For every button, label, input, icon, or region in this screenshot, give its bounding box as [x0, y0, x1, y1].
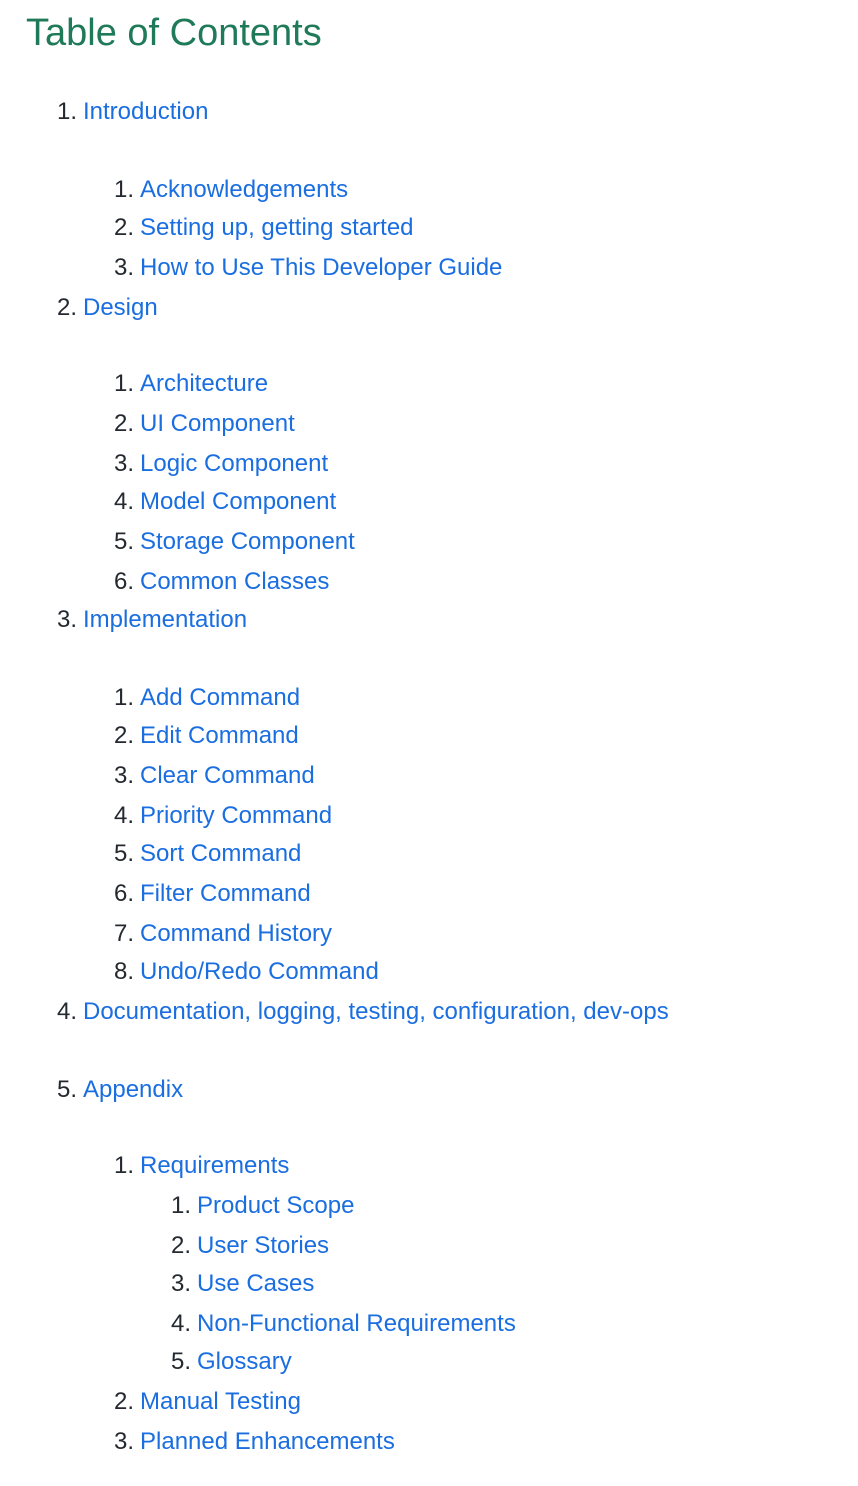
- toc-item-number: 5.: [113, 840, 134, 867]
- toc-item-number: 2.: [113, 214, 134, 241]
- toc-item-number: 4.: [56, 998, 77, 1025]
- toc-item-link[interactable]: Command History: [140, 920, 333, 947]
- toc-item-number: 1.: [56, 98, 77, 125]
- toc-item-link[interactable]: Setting up, getting started: [140, 214, 414, 241]
- toc-item-number: 3.: [113, 762, 134, 789]
- toc-item-link[interactable]: Product Scope: [197, 1192, 355, 1219]
- toc-item-link[interactable]: Glossary: [197, 1348, 292, 1375]
- toc-item-link[interactable]: Storage Component: [140, 528, 355, 555]
- toc-item-number: 7.: [113, 920, 134, 947]
- toc-item-number: 3.: [170, 1270, 191, 1297]
- toc-item-link[interactable]: Sort Command: [140, 840, 302, 867]
- toc-item-link[interactable]: Implementation: [83, 606, 248, 633]
- toc-item-link[interactable]: Logic Component: [140, 450, 329, 477]
- toc-item-number: 4.: [170, 1310, 191, 1337]
- toc-item-number: 5.: [56, 1076, 77, 1103]
- toc-item-link[interactable]: Planned Enhancements: [140, 1428, 395, 1455]
- toc-item-number: 1.: [170, 1192, 191, 1219]
- toc-item-link[interactable]: Filter Command: [140, 880, 311, 907]
- toc-item-link[interactable]: Documentation, logging, testing, configu…: [83, 998, 669, 1025]
- toc-item-link[interactable]: UI Component: [140, 410, 295, 437]
- toc-item-link[interactable]: How to Use This Developer Guide: [140, 254, 503, 281]
- toc-item-link[interactable]: Model Component: [140, 488, 337, 515]
- toc-item-link[interactable]: Non-Functional Requirements: [197, 1310, 516, 1337]
- toc-item-number: 6.: [113, 568, 134, 595]
- toc-item-number: 6.: [113, 880, 134, 907]
- toc-item-link[interactable]: Acknowledgements: [140, 176, 349, 203]
- toc-item-number: 1.: [113, 684, 134, 711]
- toc-item-number: 8.: [113, 958, 134, 985]
- toc-item-link[interactable]: Add Command: [140, 684, 301, 711]
- page-title: Table of Contents: [26, 12, 322, 54]
- toc-item-number: 2.: [56, 294, 77, 321]
- toc-item-link[interactable]: Appendix: [83, 1076, 184, 1103]
- toc-item-link[interactable]: Undo/Redo Command: [140, 958, 379, 985]
- toc-item-number: 2.: [113, 410, 134, 437]
- toc-item-link[interactable]: Use Cases: [197, 1270, 315, 1297]
- toc-item-link[interactable]: Requirements: [140, 1152, 290, 1179]
- toc-item-link[interactable]: Clear Command: [140, 762, 315, 789]
- toc-item-number: 2.: [113, 722, 134, 749]
- toc-item-link[interactable]: Priority Command: [140, 802, 333, 829]
- toc-item-number: 3.: [113, 450, 134, 477]
- toc-item-number: 1.: [113, 370, 134, 397]
- toc-item-number: 2.: [113, 1388, 134, 1415]
- toc-item-number: 1.: [113, 1152, 134, 1179]
- toc-item-link[interactable]: Common Classes: [140, 568, 330, 595]
- toc-item-number: 5.: [113, 528, 134, 555]
- toc-item-number: 5.: [170, 1348, 191, 1375]
- toc-item-number: 3.: [113, 254, 134, 281]
- toc-item-number: 3.: [113, 1428, 134, 1455]
- toc-item-link[interactable]: Design: [83, 294, 158, 321]
- toc-item-link[interactable]: Architecture: [140, 370, 269, 397]
- toc-item-link[interactable]: Edit Command: [140, 722, 299, 749]
- toc-item-number: 2.: [170, 1232, 191, 1259]
- toc-item-link[interactable]: Introduction: [83, 98, 209, 125]
- toc-item-link[interactable]: Manual Testing: [140, 1388, 301, 1415]
- toc-item-number: 1.: [113, 176, 134, 203]
- toc-item-link[interactable]: User Stories: [197, 1232, 330, 1259]
- toc-item-number: 4.: [113, 488, 134, 515]
- toc-item-number: 4.: [113, 802, 134, 829]
- toc-item-number: 3.: [56, 606, 77, 633]
